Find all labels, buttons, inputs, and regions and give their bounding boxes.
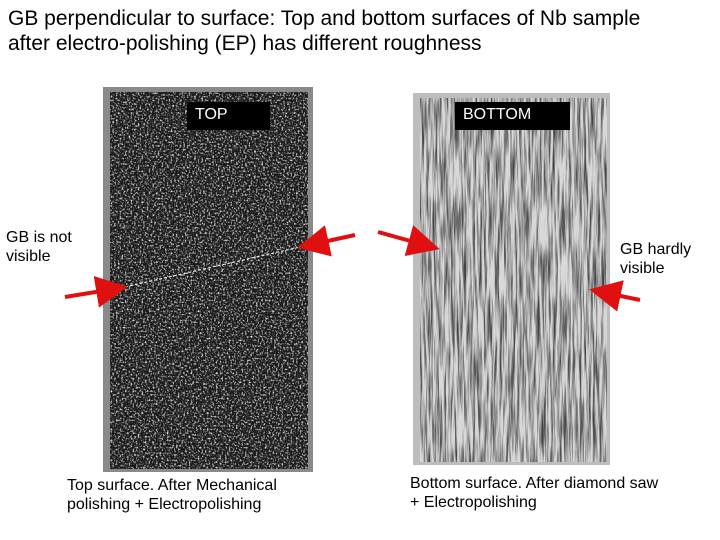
annotation: GB hardly visible <box>620 241 692 278</box>
caption: Bottom surface. After diamond saw + Elec… <box>410 475 659 512</box>
annotation: GB is not visible <box>6 229 72 266</box>
arrow <box>589 280 641 312</box>
arrows <box>64 225 641 312</box>
panel-label: BOTTOM <box>455 102 570 130</box>
arrow <box>377 225 440 256</box>
caption: Top surface. After Mechanical polishing … <box>67 477 277 514</box>
top-texture <box>110 92 308 469</box>
bottom-texture <box>420 98 607 462</box>
panel-label: TOP <box>187 102 270 130</box>
arrow <box>64 276 128 308</box>
slide-title: GB perpendicular to surface: Top and bot… <box>8 7 641 56</box>
arrow <box>297 225 356 257</box>
